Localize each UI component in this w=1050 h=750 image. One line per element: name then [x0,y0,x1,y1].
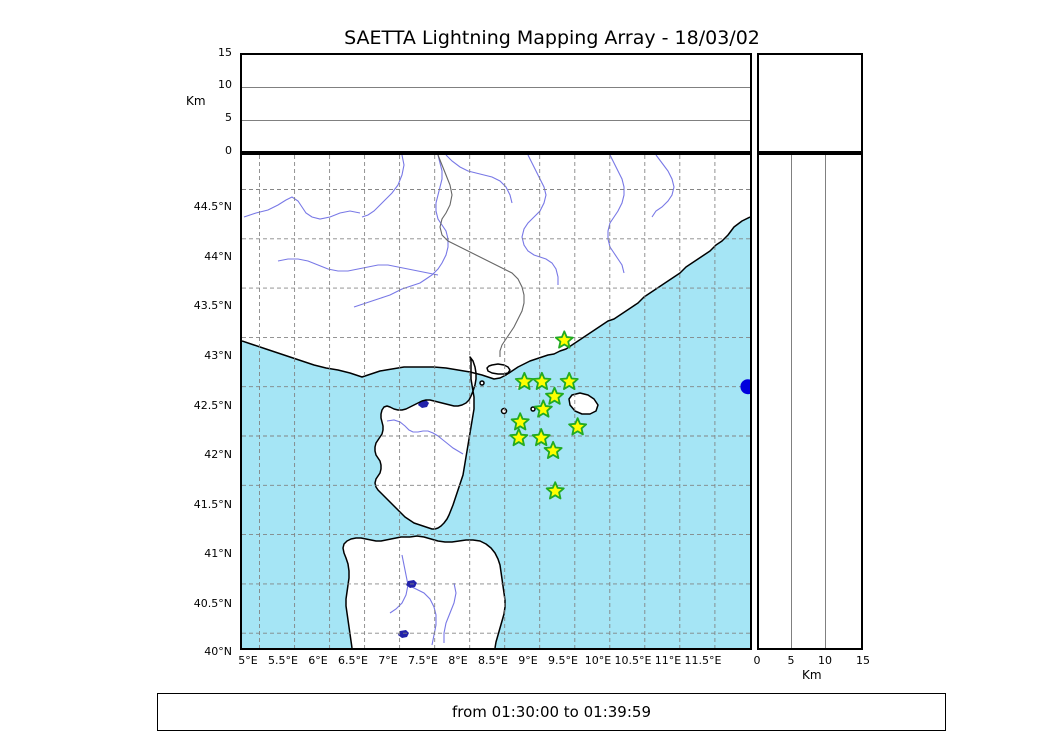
gridline-5km-right [791,155,792,648]
xtick-map-7: 7°E [378,654,398,667]
right-panel-xlabel: Km [802,668,822,682]
ytick-top-5: 5 [225,111,232,124]
xtick-map-8: 8°E [448,654,468,667]
lma-station-star [531,428,551,447]
xtick-map-10.5: 10.5°E [614,654,652,667]
xtick-map-11: 11°E [654,654,682,667]
lma-station-star [533,399,553,418]
ytick-map-42.5: 42.5°N [193,399,232,412]
lma-station-star [545,481,565,500]
ytick-top-15: 15 [218,46,232,59]
top-panel-ylabel: Km [186,94,206,108]
lma-station-star [543,440,563,459]
xtick-right-0: 0 [753,654,761,667]
lma-station-star [509,428,529,447]
xtick-map-10: 10°E [584,654,612,667]
ytick-map-41: 41°N [204,547,232,560]
altitude-vs-latitude-panel[interactable] [757,153,863,650]
lma-station-star [532,371,552,390]
ytick-map-42: 42°N [204,448,232,461]
time-range-text: from 01:30:00 to 01:39:59 [451,703,651,721]
xtick-map-8.5: 8.5°E [478,654,508,667]
lma-station-star [514,371,534,390]
lma-station-star [510,412,530,431]
lma-station-star [559,371,579,390]
xtick-map-11.5: 11.5°E [684,654,722,667]
lma-station-star [568,417,588,436]
ytick-map-44.5: 44.5°N [193,200,232,213]
ytick-top-10: 10 [218,78,232,91]
gridline-5km [242,120,750,121]
xtick-map-9: 9°E [518,654,538,667]
xtick-map-7.5: 7.5°E [408,654,438,667]
page-title: SAETTA Lightning Mapping Array - 18/03/0… [344,27,760,49]
corner-panel[interactable] [757,53,863,153]
xtick-right-10: 10 [818,654,832,667]
xtick-right-15: 15 [856,654,870,667]
map-panel[interactable] [240,153,752,650]
source-markers [740,379,750,395]
xtick-right-5: 5 [787,654,795,667]
xtick-map-5.5: 5.5°E [268,654,298,667]
map-graphic [242,155,750,648]
ytick-map-41.5: 41.5°N [193,498,232,511]
xtick-map-9.5: 9.5°E [548,654,578,667]
ytick-map-40.5: 40.5°N [193,597,232,610]
gridline-10km [242,87,750,88]
lma-station-markers [509,330,588,500]
lma-station-star [554,330,574,349]
source-marker-dot [740,379,750,395]
ytick-map-44: 44°N [204,250,232,263]
ytick-top-0: 0 [225,144,232,157]
xtick-map-6: 6°E [308,654,328,667]
xtick-map-6.5: 6.5°E [338,654,368,667]
ytick-map-43.5: 43.5°N [193,299,232,312]
xtick-map-5: 5°E [238,654,258,667]
status-bar[interactable]: from 01:30:00 to 01:39:59 [157,693,946,731]
lma-station-star [545,386,564,405]
ytick-map-43: 43°N [204,349,232,362]
altitude-vs-longitude-panel[interactable] [240,53,752,153]
gridline-10km-right [825,155,826,648]
ytick-map-40: 40°N [204,645,232,658]
